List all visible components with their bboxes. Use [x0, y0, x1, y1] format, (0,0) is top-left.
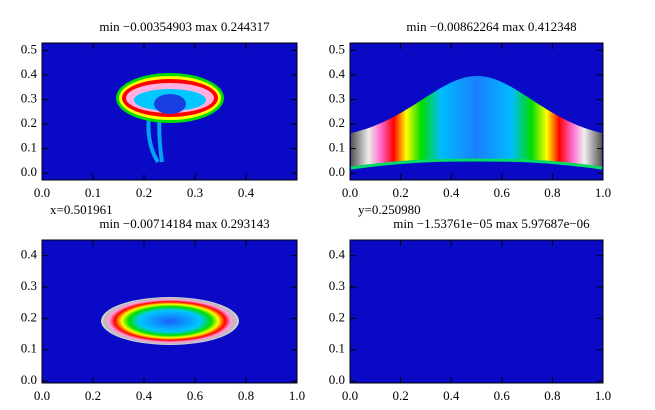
x-tick-label: 0.6: [187, 388, 204, 403]
y-tick-label: 0.1: [329, 140, 345, 155]
y-tick-label: 0.4: [329, 66, 346, 81]
y-tick-label: 0.0: [21, 164, 37, 179]
x-tick-label: 0.4: [238, 185, 255, 200]
y-tick-label: 0.2: [21, 115, 37, 130]
y-tick-label: 0.1: [329, 341, 345, 356]
x-tick-label: 0.6: [494, 388, 511, 403]
y-tick-label: 0.4: [329, 247, 346, 262]
y-tick-label: 0.3: [21, 90, 37, 105]
x-tick-label: 0.1: [85, 185, 101, 200]
x-tick-label: 0.6: [494, 185, 511, 200]
annotation: y=0.250980: [358, 202, 421, 217]
y-tick-label: 0.5: [329, 41, 345, 56]
y-tick-label: 0.3: [21, 278, 37, 293]
panel-title: min −0.00862264 max 0.412348: [406, 19, 576, 34]
panel-title: min −1.53761e−05 max 5.97687e−06: [393, 216, 590, 231]
x-tick-label: 0.3: [187, 185, 203, 200]
panel-title: min −0.00354903 max 0.244317: [99, 19, 270, 34]
y-tick-label: 0.0: [21, 372, 37, 387]
y-tick-label: 0.3: [329, 278, 345, 293]
annotation: x=0.501961: [50, 202, 113, 217]
field-3: [101, 297, 239, 345]
x-tick-label: 0.4: [136, 388, 153, 403]
y-tick-label: 0.4: [21, 247, 38, 262]
x-tick-label: 0.4: [443, 185, 460, 200]
y-tick-label: 0.2: [329, 115, 345, 130]
x-tick-label: 0.0: [342, 388, 358, 403]
heatmap-background: [350, 240, 603, 383]
bell: [351, 76, 602, 168]
y-tick-label: 0.0: [329, 372, 345, 387]
field-1: [116, 73, 224, 164]
ring: [101, 297, 239, 345]
plot-frame: [41, 239, 298, 384]
x-tick-label: 1.0: [595, 388, 611, 403]
x-tick-label: 0.2: [136, 185, 152, 200]
y-tick-label: 0.1: [21, 140, 37, 155]
x-tick-label: 0.4: [443, 388, 460, 403]
x-tick-label: 1.0: [595, 185, 611, 200]
y-tick-label: 0.2: [329, 309, 345, 324]
bell-edge: [350, 158, 603, 170]
x-tick-label: 0.8: [238, 388, 254, 403]
x-tick-label: 0.2: [85, 388, 101, 403]
x-tick-label: 0.8: [544, 388, 560, 403]
cap: [154, 94, 186, 114]
x-tick-label: 0.0: [342, 185, 358, 200]
y-tick-label: 0.3: [329, 90, 345, 105]
panel-title: min −0.00714184 max 0.293143: [99, 216, 269, 231]
y-tick-label: 0.5: [21, 41, 37, 56]
y-tick-label: 0.0: [329, 164, 345, 179]
x-tick-label: 0.8: [544, 185, 560, 200]
plot-frame: [349, 42, 604, 181]
y-tick-label: 0.2: [21, 309, 37, 324]
field-2: [350, 76, 603, 170]
x-tick-label: 0.2: [392, 185, 408, 200]
plot-frame: [41, 42, 298, 181]
x-tick-label: 0.0: [34, 388, 50, 403]
x-tick-label: 1.0: [289, 388, 305, 403]
plot-frame: [349, 239, 604, 384]
y-tick-label: 0.1: [21, 341, 37, 356]
y-tick-label: 0.4: [21, 66, 38, 81]
x-tick-label: 0.2: [392, 388, 408, 403]
axes: min −0.00354903 max 0.244317 0.0 0.1 0.2 0.3…: [21, 19, 611, 403]
x-tick-label: 0.0: [34, 185, 50, 200]
